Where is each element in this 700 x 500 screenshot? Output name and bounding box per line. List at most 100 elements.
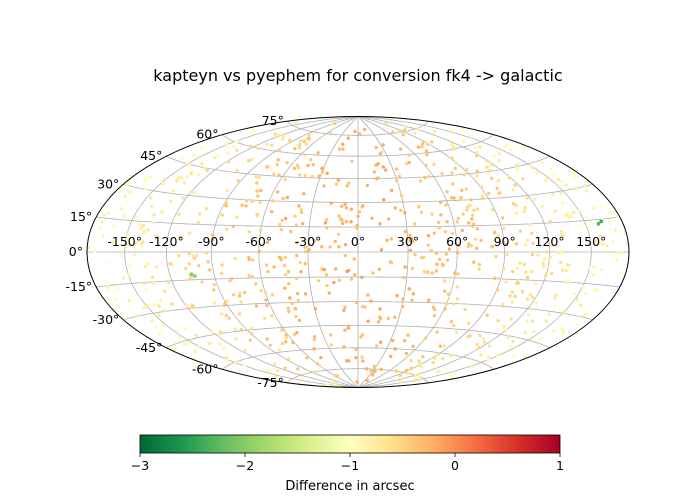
data-point <box>405 371 409 375</box>
data-point <box>592 265 596 270</box>
data-point <box>381 165 386 169</box>
data-point <box>257 249 261 254</box>
data-point <box>365 183 369 188</box>
data-point <box>281 135 286 139</box>
data-point <box>617 250 621 255</box>
data-point <box>451 182 455 186</box>
data-point <box>287 282 291 286</box>
data-point <box>526 313 531 317</box>
data-point <box>560 268 565 272</box>
data-point <box>477 267 481 271</box>
data-point <box>427 174 431 179</box>
data-point <box>450 231 455 236</box>
data-point <box>304 142 308 146</box>
data-point <box>334 182 339 186</box>
data-point <box>177 176 181 180</box>
data-point <box>284 272 288 277</box>
data-point <box>417 374 422 378</box>
data-point <box>162 176 167 180</box>
data-point <box>575 297 579 301</box>
data-point <box>379 248 384 252</box>
data-point <box>432 162 436 167</box>
data-point <box>346 136 350 140</box>
data-point <box>303 249 308 254</box>
data-point <box>325 226 329 230</box>
data-point <box>293 146 297 151</box>
data-point <box>616 215 620 219</box>
data-point <box>316 151 320 155</box>
data-point <box>559 179 564 184</box>
data-point <box>336 178 341 182</box>
data-point <box>291 340 295 345</box>
data-point <box>572 174 576 178</box>
data-point <box>574 187 579 192</box>
data-point <box>455 285 460 289</box>
data-point <box>338 217 343 221</box>
data-point <box>196 172 201 177</box>
data-point <box>566 263 570 267</box>
longitude-tick-label: 0° <box>351 234 365 249</box>
data-point <box>521 177 525 181</box>
data-point <box>235 168 239 173</box>
data-point <box>285 195 290 200</box>
data-point <box>127 272 131 277</box>
data-point <box>425 142 430 147</box>
data-point <box>211 237 215 242</box>
data-point <box>273 123 277 127</box>
data-point <box>525 275 530 280</box>
data-point <box>134 215 138 219</box>
data-point <box>92 249 97 253</box>
data-point <box>497 158 501 163</box>
data-point <box>378 307 382 311</box>
data-point <box>530 252 535 257</box>
data-point <box>583 291 588 296</box>
data-point <box>419 210 424 215</box>
data-point <box>269 209 274 214</box>
data-point <box>324 217 329 222</box>
data-point <box>456 216 461 221</box>
data-point <box>299 269 303 274</box>
data-point <box>142 281 146 285</box>
data-point <box>277 133 281 138</box>
data-point <box>112 224 116 228</box>
parallel-line <box>96 276 620 288</box>
data-point <box>183 266 188 271</box>
data-point <box>119 207 124 211</box>
data-point <box>548 255 552 259</box>
data-point <box>452 302 456 306</box>
data-point <box>275 162 279 167</box>
data-point <box>416 127 420 131</box>
data-point <box>444 203 448 207</box>
data-point <box>424 163 428 168</box>
data-point <box>561 233 565 238</box>
data-point <box>115 286 120 290</box>
data-point <box>457 243 461 248</box>
colorbar-tick-label: −3 <box>131 458 149 473</box>
data-point <box>160 323 165 327</box>
data-point <box>127 180 131 184</box>
data-point <box>219 271 224 275</box>
data-point <box>605 243 609 248</box>
data-point <box>443 289 447 293</box>
data-point <box>454 330 459 334</box>
data-point <box>187 342 191 346</box>
data-point <box>248 338 252 343</box>
data-point <box>240 203 244 207</box>
data-point <box>283 177 287 182</box>
data-point <box>505 143 509 148</box>
data-point <box>409 359 413 363</box>
data-point <box>495 186 499 190</box>
data-point <box>441 357 445 361</box>
data-point <box>432 130 436 134</box>
data-point <box>496 318 500 323</box>
data-point <box>579 224 584 228</box>
data-point <box>501 267 506 271</box>
data-point <box>421 355 425 359</box>
data-point <box>393 206 397 210</box>
data-point <box>515 168 520 172</box>
data-point <box>296 298 300 303</box>
data-point <box>265 240 270 245</box>
data-point <box>410 298 414 302</box>
data-point <box>226 151 230 155</box>
data-point <box>552 304 557 309</box>
